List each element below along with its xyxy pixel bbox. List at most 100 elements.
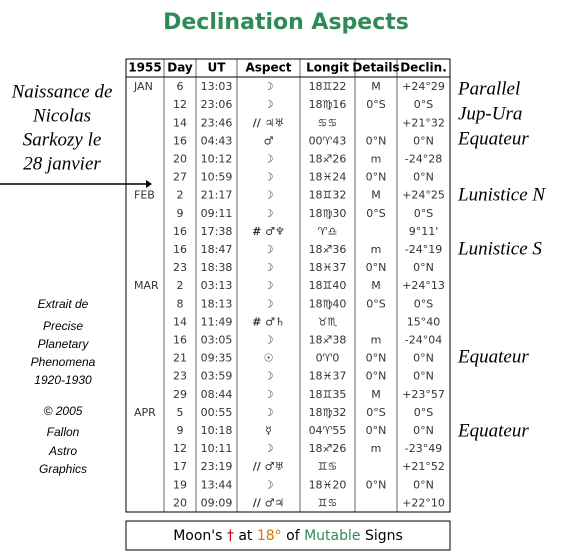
header-cell: Day <box>167 61 193 75</box>
credit: Extrait de <box>38 297 89 311</box>
right-note: Parallel <box>457 78 520 99</box>
table-cell: 18♐26 <box>309 442 347 455</box>
table-cell: 0°S <box>414 207 433 220</box>
table-cell: 18♓24 <box>309 171 347 184</box>
footer-box <box>125 520 451 551</box>
table-cell: 20 <box>173 496 187 509</box>
table-cell: 0°S <box>414 297 433 310</box>
table-cell: +24°25 <box>402 189 445 202</box>
table-cell: 0°S <box>366 207 385 220</box>
table-cell: 00:55 <box>201 406 233 419</box>
table-cell: 0°N <box>366 261 387 274</box>
table-cell: ♂ <box>264 134 274 147</box>
table-cell: 10:59 <box>201 171 233 184</box>
table-cell: 0°N <box>366 424 387 437</box>
table-cell: 19 <box>173 478 187 491</box>
table-cell: ☽ <box>264 189 274 202</box>
table-cell: JAN <box>133 80 153 93</box>
table-cell: ☽ <box>264 406 274 419</box>
table-cell: 09:09 <box>201 496 233 509</box>
table-cell: ♊♋ <box>318 496 338 509</box>
birth-note: Sarkozy le <box>23 129 102 150</box>
table-cell: ☉ <box>264 352 274 365</box>
table-cell: 11:49 <box>201 315 233 328</box>
table-cell: 0°N <box>366 171 387 184</box>
table-cell: ☽ <box>264 297 274 310</box>
table-cell: m <box>371 152 382 165</box>
table-border <box>125 58 451 513</box>
table-cell: 16 <box>173 134 187 147</box>
table-cell: 16 <box>173 333 187 346</box>
table-cell: 0°N <box>366 370 387 383</box>
footer-part: at <box>238 528 253 544</box>
table-cell: 18♊40 <box>309 279 347 292</box>
footer-part: Moon's <box>173 528 222 544</box>
credit: © 2005 <box>44 404 83 418</box>
table-cell: 0°N <box>413 261 434 274</box>
table-cell: 8 <box>177 297 184 310</box>
table-cell: 0°N <box>413 134 434 147</box>
table-cell: 16 <box>173 225 187 238</box>
table-cell: FEB <box>134 189 155 202</box>
footer-part: Signs <box>365 528 403 544</box>
birth-note: Nicolas <box>32 105 91 126</box>
table-cell: 17 <box>173 460 187 473</box>
table-cell: ☽ <box>264 333 274 346</box>
table-cell: 0°S <box>414 98 433 111</box>
table-cell: -24°04 <box>405 333 442 346</box>
table-cell: 13:03 <box>201 80 233 93</box>
table-cell: 00♈43 <box>309 134 347 147</box>
table-cell: 29 <box>173 388 187 401</box>
table-cell: 9°11' <box>409 225 439 238</box>
table-cell: 09:11 <box>201 207 233 220</box>
table-cell: M <box>371 80 381 93</box>
table-cell: 12 <box>173 98 187 111</box>
table-cell: M <box>371 189 381 202</box>
table-cell: 18♓20 <box>309 478 347 491</box>
table-cell: # ♂♆ <box>252 225 285 238</box>
table-cell: 10:18 <box>201 424 233 437</box>
credit: 1920-1930 <box>34 373 92 387</box>
arrow-head <box>146 180 152 188</box>
table-cell: 09:35 <box>201 352 233 365</box>
table-cell: 21 <box>173 352 187 365</box>
table-cell: ☽ <box>264 98 274 111</box>
table-cell: 03:59 <box>201 370 233 383</box>
table-cell: ☽ <box>264 171 274 184</box>
table-cell: ☽ <box>264 370 274 383</box>
table-cell: 14 <box>173 116 187 129</box>
table-cell: +23°57 <box>402 388 445 401</box>
table-cell: 18:47 <box>201 243 233 256</box>
table-cell: +24°13 <box>402 279 445 292</box>
table-cell: ♉♏ <box>318 315 338 328</box>
table-cell: 14 <box>173 315 187 328</box>
table-cell: m <box>371 333 382 346</box>
table-cell: 23 <box>173 261 187 274</box>
table-cell: m <box>371 243 382 256</box>
table-cell: +22°10 <box>402 496 445 509</box>
credit: Planetary <box>38 337 90 351</box>
right-note: Equateur <box>457 128 529 149</box>
table-cell: // ♂♅ <box>253 460 285 473</box>
header-cell: Longit <box>306 61 349 75</box>
table-cell: 0°N <box>413 478 434 491</box>
footer-part: of <box>286 528 301 544</box>
table-cell: 9 <box>177 424 184 437</box>
birth-note: Naissance de <box>11 81 113 102</box>
table-cell: 18:13 <box>201 297 233 310</box>
table-cell: 20 <box>173 152 187 165</box>
table-cell: 18:38 <box>201 261 233 274</box>
table-cell: 23:46 <box>201 116 233 129</box>
table-cell: 18♓37 <box>309 261 347 274</box>
table-cell: 03:05 <box>201 333 233 346</box>
table-cell: 03:13 <box>201 279 233 292</box>
table-cell: ♋♋ <box>318 116 338 129</box>
table-cell: 21:17 <box>201 189 233 202</box>
table-cell: 0°N <box>366 478 387 491</box>
header-cell: 1955 <box>128 61 161 75</box>
table-cell: ☽ <box>264 261 274 274</box>
header-cell: UT <box>208 61 227 75</box>
header-cell: Declin. <box>400 61 447 75</box>
right-note: Equateur <box>457 346 529 367</box>
